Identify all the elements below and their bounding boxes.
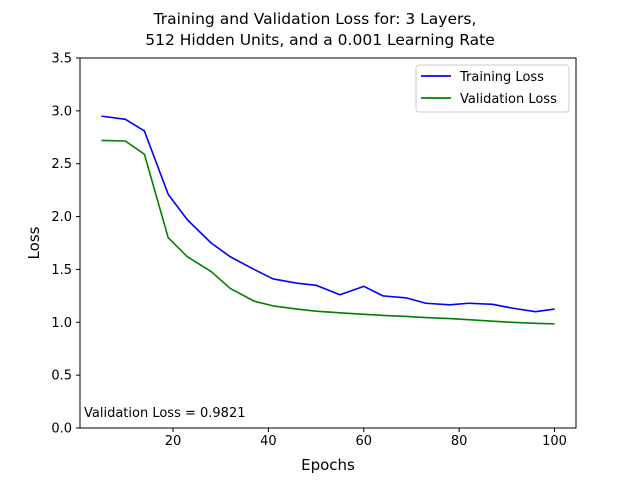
legend: Training Loss Validation Loss — [415, 64, 570, 113]
x-tick-label: 100 — [542, 434, 567, 449]
series-layer — [101, 115, 555, 325]
x-axis-ticks: 20 40 60 80 100 — [165, 428, 567, 449]
plot-area: 20 40 60 80 100 0.0 0.5 1.0 1.5 2.0 2.5 3.0 3.5 — [51, 52, 577, 449]
x-tick-label: 80 — [451, 434, 468, 449]
x-tick-label: 40 — [260, 434, 277, 449]
y-tick-label: 0.5 — [51, 369, 72, 384]
y-tick-label: 3.5 — [51, 52, 72, 67]
x-axis-label: Epochs — [301, 456, 355, 474]
y-tick-label: 0.0 — [51, 422, 72, 437]
validation-loss-annotation: Validation Loss = 0.9821 — [84, 406, 245, 421]
legend-box — [415, 64, 570, 113]
training-loss-line — [101, 115, 555, 313]
x-tick-label: 60 — [355, 434, 372, 449]
x-tick-label: 20 — [165, 434, 182, 449]
validation-loss-line — [101, 139, 555, 325]
y-tick-label: 2.0 — [51, 210, 72, 225]
legend-label-training: Training Loss — [459, 70, 544, 85]
y-axis-label: Loss — [25, 226, 43, 259]
legend-label-validation: Validation Loss — [460, 92, 557, 107]
y-tick-label: 3.0 — [51, 104, 72, 119]
axes-frame — [79, 57, 577, 429]
y-tick-label: 1.5 — [51, 263, 72, 278]
chart-title-line2: 512 Hidden Units, and a 0.001 Learning R… — [145, 31, 495, 49]
chart-title-line1: Training and Validation Loss for: 3 Laye… — [153, 10, 477, 28]
y-axis-ticks: 0.0 0.5 1.0 1.5 2.0 2.5 3.0 3.5 — [51, 52, 80, 437]
y-tick-label: 1.0 — [51, 316, 72, 331]
y-tick-label: 2.5 — [51, 157, 72, 172]
